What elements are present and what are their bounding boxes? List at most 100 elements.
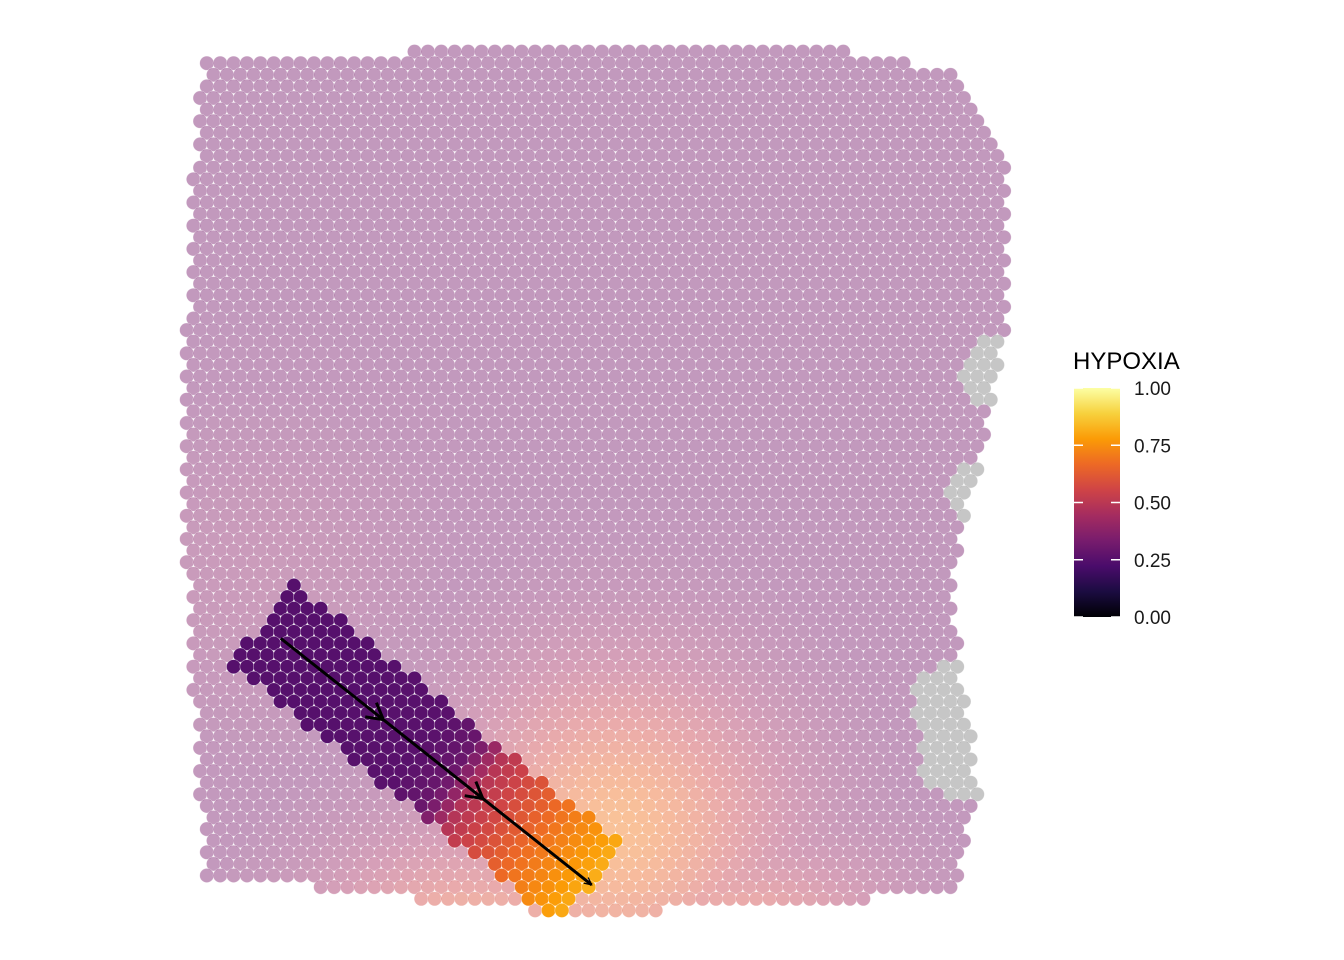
background-spot bbox=[507, 241, 523, 257]
background-spot bbox=[701, 392, 717, 408]
background-spot bbox=[748, 79, 764, 94]
background-spot bbox=[380, 554, 396, 570]
background-spot bbox=[909, 148, 925, 164]
background-spot bbox=[407, 136, 422, 152]
background-spot bbox=[554, 276, 570, 292]
background-spot bbox=[266, 79, 282, 94]
background-spot bbox=[507, 218, 523, 234]
background-spot bbox=[500, 253, 516, 268]
background-spot bbox=[279, 868, 295, 883]
background-spot bbox=[701, 253, 717, 268]
background-spot bbox=[969, 160, 985, 176]
background-spot bbox=[293, 148, 308, 164]
background-spot bbox=[929, 90, 945, 106]
background-spot bbox=[802, 264, 818, 280]
background-spot bbox=[199, 427, 215, 442]
background-spot bbox=[480, 218, 496, 234]
background-spot bbox=[856, 125, 871, 141]
background-spot bbox=[909, 287, 925, 303]
background-spot bbox=[608, 229, 623, 245]
background-spot bbox=[588, 380, 603, 396]
background-spot bbox=[668, 403, 684, 419]
background-spot bbox=[782, 90, 798, 106]
background-spot bbox=[648, 276, 664, 292]
background-spot bbox=[768, 90, 784, 106]
background-spot bbox=[487, 160, 503, 176]
background-spot bbox=[621, 369, 637, 384]
background-spot bbox=[735, 496, 751, 512]
background-spot bbox=[963, 427, 978, 442]
background-spot bbox=[715, 136, 731, 152]
background-spot bbox=[742, 113, 757, 129]
background-spot bbox=[219, 113, 235, 129]
background-spot bbox=[923, 543, 938, 558]
background-spot bbox=[199, 566, 215, 582]
background-spot bbox=[319, 287, 335, 303]
background-spot bbox=[487, 44, 503, 59]
background-spot bbox=[393, 183, 409, 199]
background-spot bbox=[413, 334, 429, 350]
background-spot bbox=[916, 90, 932, 106]
background-spot bbox=[688, 183, 704, 199]
background-spot bbox=[728, 253, 744, 268]
background-spot bbox=[614, 496, 630, 512]
background-spot bbox=[246, 345, 262, 361]
background-spot bbox=[333, 403, 349, 419]
background-spot bbox=[561, 102, 576, 117]
background-spot bbox=[420, 206, 436, 222]
background-spot bbox=[393, 392, 409, 408]
background-spot bbox=[239, 241, 255, 257]
background-spot bbox=[929, 299, 945, 315]
background-spot bbox=[433, 67, 449, 83]
na-spot bbox=[949, 496, 965, 512]
background-spot bbox=[527, 461, 543, 477]
background-spot bbox=[360, 171, 375, 187]
background-spot bbox=[614, 287, 630, 303]
background-spot bbox=[447, 160, 463, 176]
background-spot bbox=[306, 287, 322, 303]
background-spot bbox=[293, 520, 308, 535]
background-spot bbox=[983, 136, 999, 152]
background-spot bbox=[514, 531, 530, 547]
background-spot bbox=[212, 380, 228, 396]
background-spot bbox=[259, 229, 275, 245]
background-spot bbox=[835, 136, 851, 152]
background-spot bbox=[829, 891, 844, 907]
background-spot bbox=[433, 415, 449, 431]
background-spot bbox=[360, 496, 375, 512]
background-spot bbox=[735, 891, 751, 907]
background-spot bbox=[226, 450, 241, 466]
background-spot bbox=[708, 566, 724, 582]
background-spot bbox=[239, 868, 255, 883]
background-spot bbox=[775, 264, 791, 280]
background-spot bbox=[608, 531, 623, 547]
background-spot bbox=[748, 543, 764, 558]
background-spot bbox=[882, 102, 898, 117]
background-spot bbox=[353, 345, 369, 361]
background-spot bbox=[782, 160, 798, 176]
background-spot bbox=[789, 427, 804, 442]
background-spot bbox=[353, 183, 369, 199]
background-spot bbox=[695, 520, 710, 535]
background-spot bbox=[340, 485, 355, 500]
background-spot bbox=[728, 67, 744, 83]
background-spot bbox=[842, 334, 858, 350]
background-spot bbox=[561, 427, 576, 442]
background-spot bbox=[480, 241, 496, 257]
background-spot bbox=[380, 160, 396, 176]
background-spot bbox=[306, 79, 322, 94]
background-spot bbox=[963, 195, 978, 210]
background-spot bbox=[192, 438, 208, 454]
background-spot bbox=[601, 357, 617, 373]
background-spot bbox=[206, 345, 221, 361]
background-spot bbox=[956, 392, 972, 408]
background-spot bbox=[795, 415, 811, 431]
background-spot bbox=[239, 450, 255, 466]
background-spot bbox=[976, 195, 992, 210]
background-spot bbox=[722, 450, 737, 466]
background-spot bbox=[695, 171, 710, 187]
background-spot bbox=[313, 229, 329, 245]
background-spot bbox=[386, 218, 402, 234]
background-spot bbox=[319, 102, 335, 117]
background-spot bbox=[695, 287, 710, 303]
